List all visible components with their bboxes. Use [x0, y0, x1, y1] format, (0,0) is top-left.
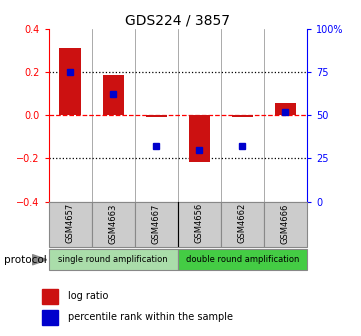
- Bar: [145, 115, 167, 117]
- Text: GSM4666: GSM4666: [281, 203, 290, 244]
- Text: protocol: protocol: [4, 255, 46, 265]
- Text: GSM4667: GSM4667: [152, 203, 161, 244]
- Bar: [43, 289, 58, 304]
- Bar: [43, 310, 58, 325]
- FancyBboxPatch shape: [49, 249, 178, 270]
- FancyBboxPatch shape: [178, 249, 307, 270]
- Title: GDS224 / 3857: GDS224 / 3857: [125, 13, 230, 28]
- Bar: [103, 75, 124, 115]
- Text: GSM4662: GSM4662: [238, 203, 247, 244]
- Text: single round amplification: single round amplification: [58, 255, 168, 264]
- Bar: [60, 48, 81, 115]
- FancyBboxPatch shape: [264, 202, 307, 247]
- Text: GSM4657: GSM4657: [66, 203, 75, 244]
- FancyBboxPatch shape: [92, 202, 135, 247]
- Polygon shape: [32, 255, 47, 265]
- FancyBboxPatch shape: [135, 202, 178, 247]
- FancyBboxPatch shape: [221, 202, 264, 247]
- Text: log ratio: log ratio: [68, 291, 108, 301]
- Bar: [275, 103, 296, 115]
- Text: percentile rank within the sample: percentile rank within the sample: [68, 312, 233, 322]
- Text: GSM4656: GSM4656: [195, 203, 204, 244]
- FancyBboxPatch shape: [49, 202, 92, 247]
- Text: double round amplification: double round amplification: [186, 255, 299, 264]
- Bar: [188, 115, 210, 162]
- FancyBboxPatch shape: [178, 202, 221, 247]
- Text: GSM4663: GSM4663: [109, 203, 118, 244]
- Bar: [231, 115, 253, 117]
